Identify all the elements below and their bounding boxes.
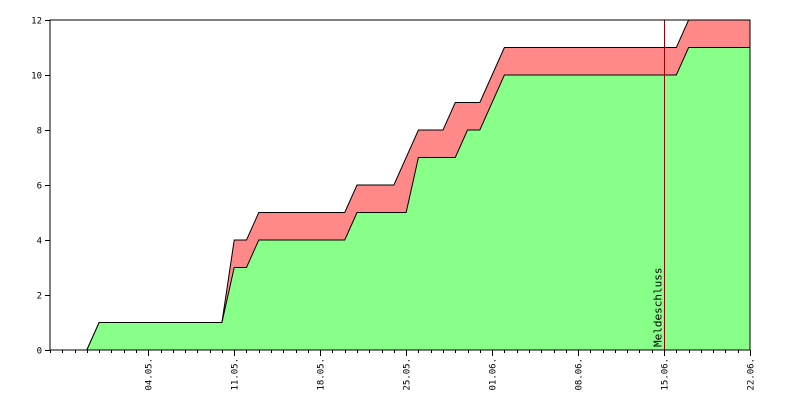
marker-layer: Meldeschluss — [652, 20, 665, 350]
series-area-0 — [86, 47, 751, 350]
y-tick-label-0: 0 — [37, 347, 42, 357]
series-layer — [86, 19, 751, 351]
x-tick-label-0: 04.05. — [145, 358, 155, 391]
y-tick-label-6: 12 — [31, 17, 42, 27]
marker-label-0: Meldeschluss — [652, 268, 665, 347]
y-tick-label-1: 2 — [37, 292, 42, 302]
x-tick-label-3: 25.05. — [403, 358, 413, 391]
x-tick-label-1: 11.05. — [231, 358, 241, 391]
y-tick-label-4: 8 — [37, 127, 42, 137]
x-tick-label-6: 15.06. — [661, 358, 671, 391]
y-tick-label-5: 10 — [31, 72, 42, 82]
x-tick-label-5: 08.06. — [575, 358, 585, 391]
axis-layer: 0 2 4 6 8 10 12 04.05. 11.05. 18.05. 25.05. 01.06. 0… — [31, 17, 756, 391]
series-line-0 — [86, 47, 750, 351]
y-tick-label-3: 6 — [37, 182, 42, 192]
x-tick-label-7: 22.06. — [747, 358, 757, 391]
x-tick-label-2: 18.05. — [317, 358, 327, 391]
y-tick-label-2: 4 — [37, 237, 42, 247]
series-line-1 — [86, 19, 750, 351]
x-tick-label-4: 01.06. — [489, 358, 499, 391]
